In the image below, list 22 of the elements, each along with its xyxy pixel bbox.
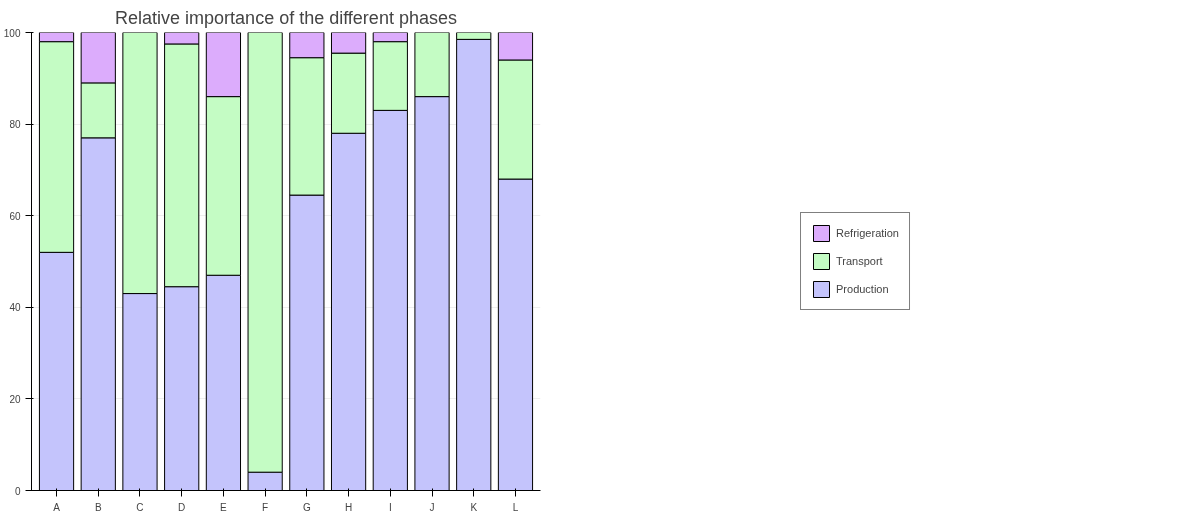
legend-label: Refrigeration	[836, 227, 899, 239]
legend-label: Transport	[836, 255, 883, 267]
y-tick-label: 60	[9, 210, 21, 222]
x-tick-label: E	[220, 501, 228, 513]
x-tick-label: F	[262, 501, 269, 513]
x-tick-label: I	[388, 501, 392, 513]
x-tick-label: L	[512, 501, 519, 513]
x-tick-label: D	[178, 501, 186, 513]
chart-title: Relative importance of the different phases	[115, 7, 457, 28]
y-tick-label: 0	[14, 485, 21, 497]
y-tick-label: 100	[3, 27, 21, 39]
x-tick-label: K	[470, 501, 478, 513]
y-tick-label: 40	[9, 302, 21, 314]
x-tick-label: H	[344, 501, 353, 513]
x-tick-label: B	[94, 501, 102, 513]
legend-label: Production	[836, 283, 889, 295]
x-tick-label: A	[53, 501, 61, 513]
x-tick-label: C	[136, 501, 144, 513]
x-tick-label: G	[302, 501, 311, 513]
x-tick-label: J	[429, 501, 435, 513]
y-tick-label: 20	[9, 393, 21, 405]
y-tick-label: 80	[9, 119, 21, 131]
